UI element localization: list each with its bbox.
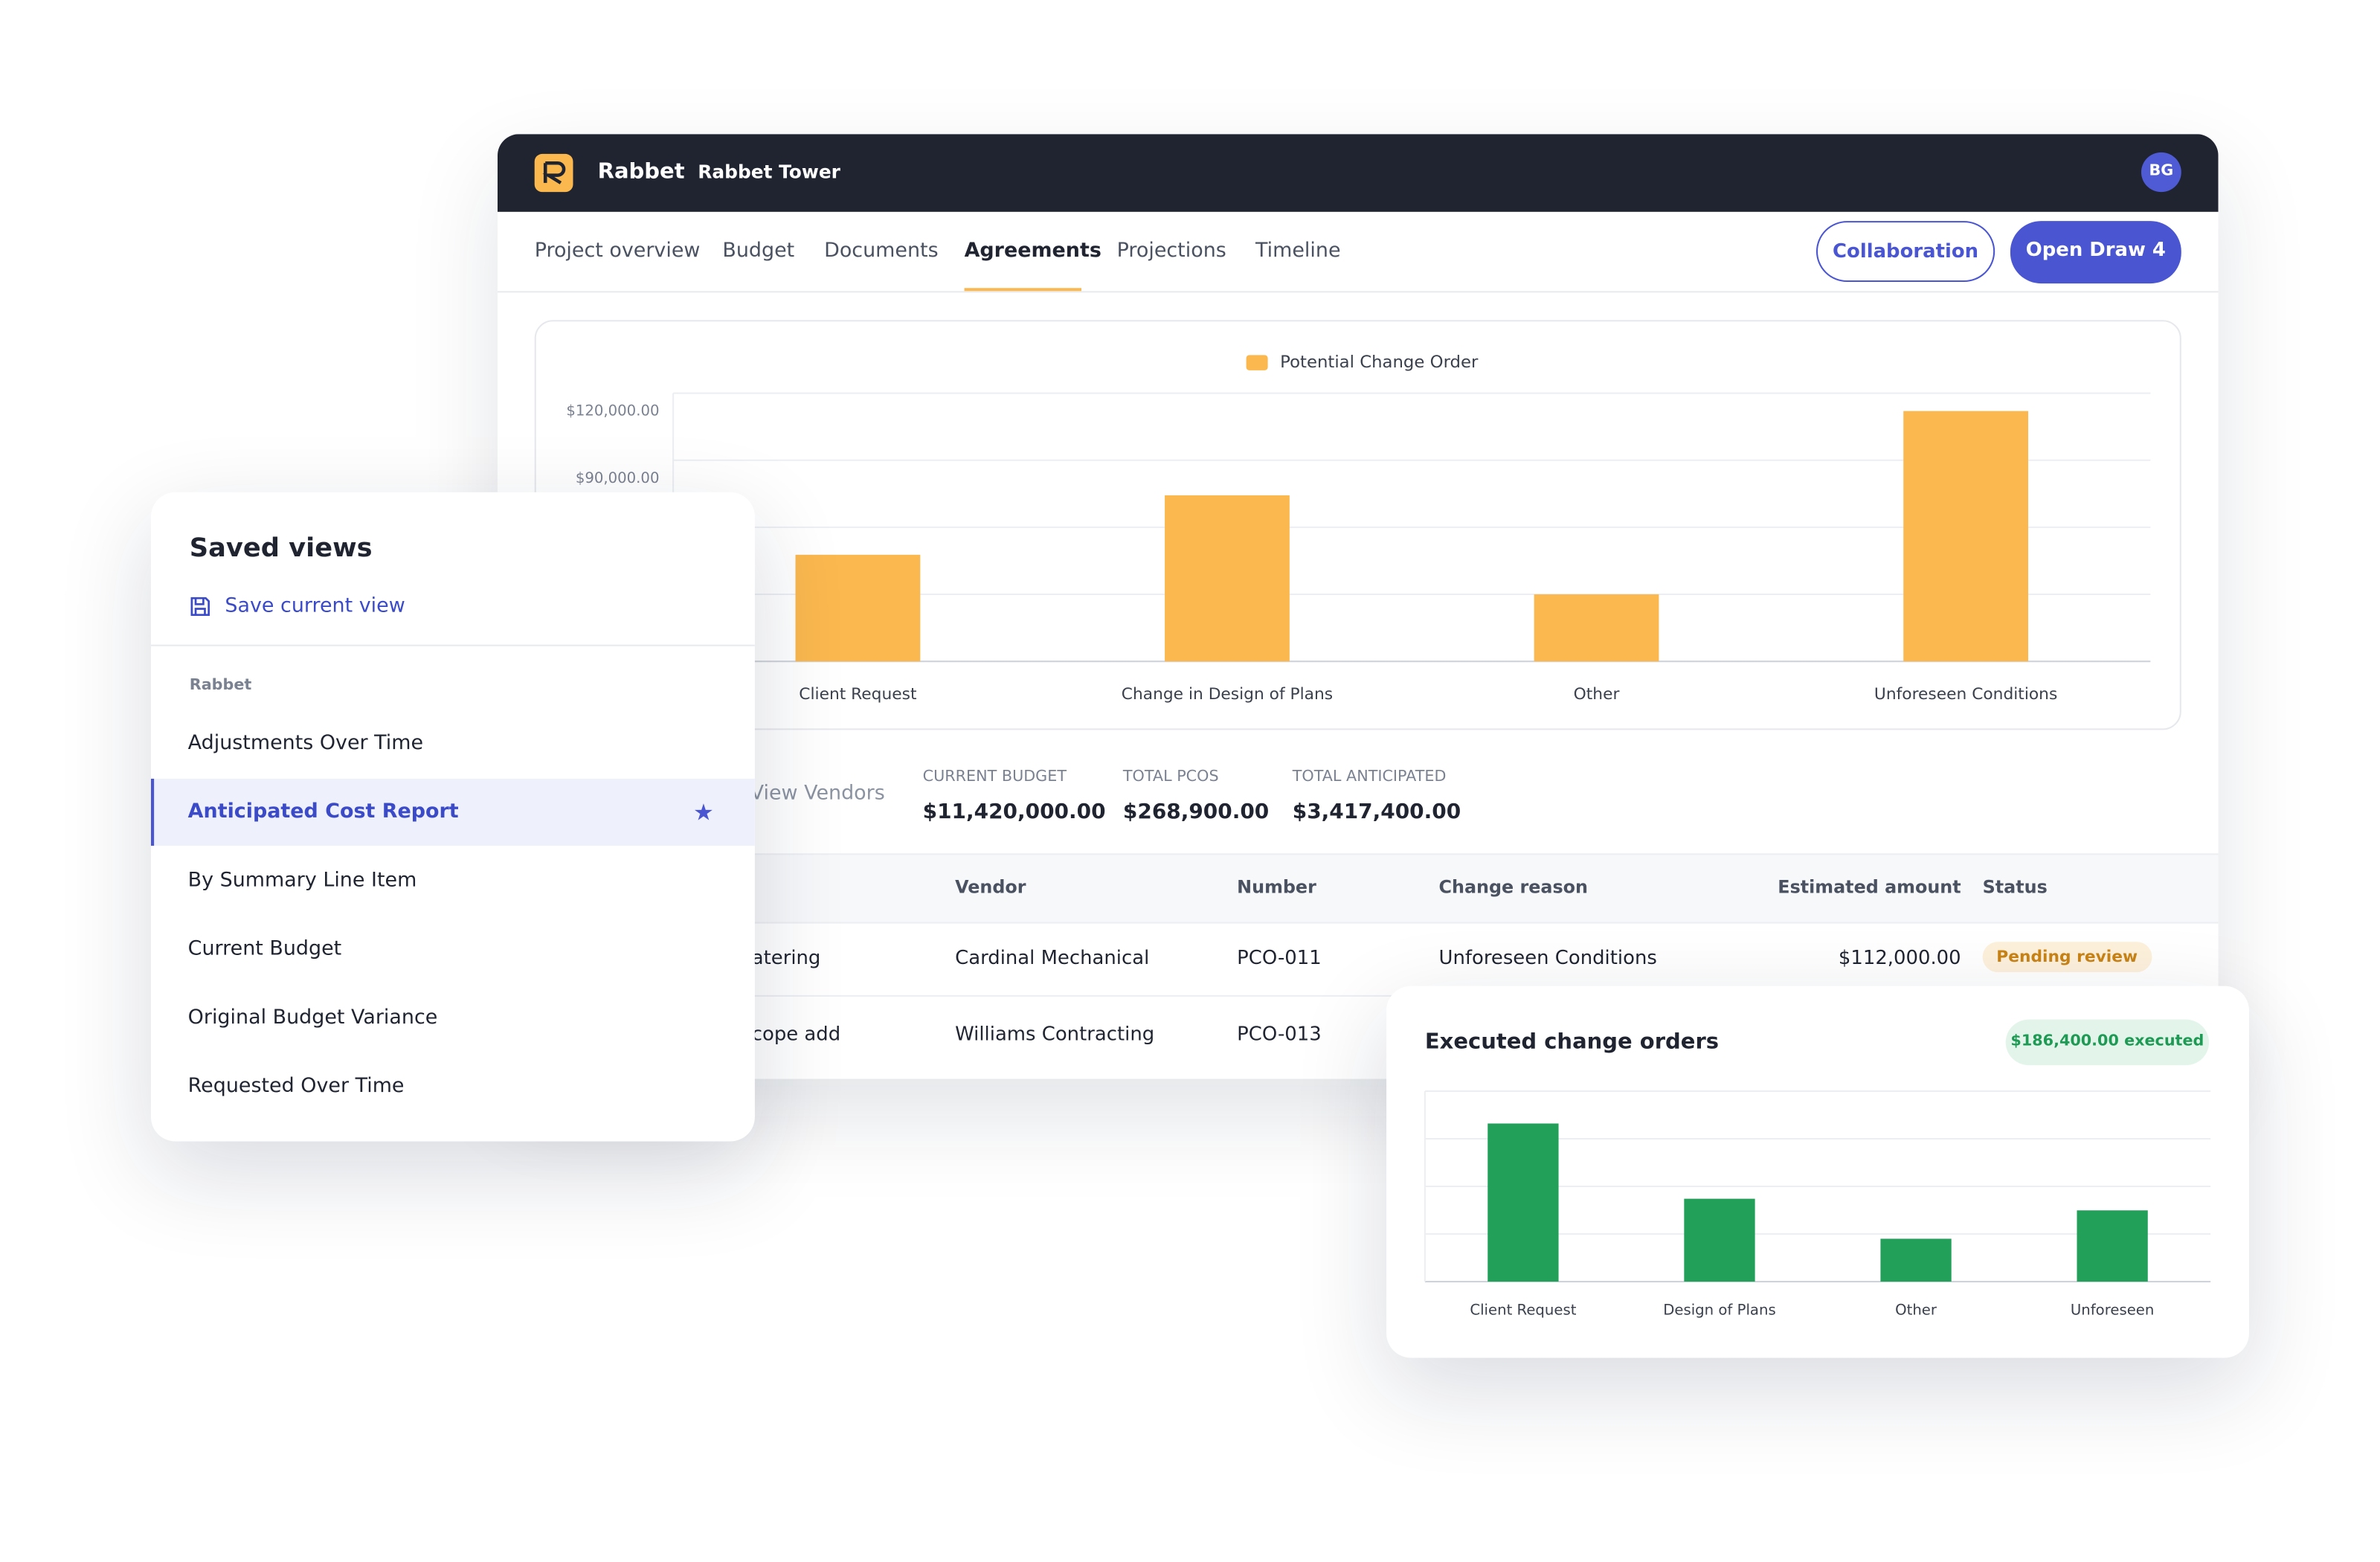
stat-value: $268,900.00 [1122,800,1270,825]
x-tick-label: Client Request [799,685,916,704]
executed-badge: $186,400.00 executed [2005,1019,2210,1066]
stat-label: CURRENT BUDGET [922,768,1067,786]
legend-label: Potential Change Order [1280,353,1479,372]
project-name: Rabbet Tower [698,161,840,183]
saved-view-item[interactable]: Anticipated Cost Report [187,800,459,824]
cell: Unforeseen Conditions [1438,945,1657,969]
nav-tab[interactable]: Agreements [964,240,1101,263]
x-tick-label: Design of Plans [1663,1302,1775,1319]
x-tick-label: Unforeseen [2071,1302,2154,1319]
column-header: Status [1982,876,2048,898]
selected-row [150,778,755,846]
nav-tab[interactable]: Timeline [1255,240,1341,263]
cell: Cardinal Mechanical [955,945,1150,969]
saved-view-item[interactable]: Requested Over Time [187,1075,405,1099]
x-tick-label: Unforeseen Conditions [1874,685,2057,704]
legend-swatch [1246,355,1268,370]
collaboration-button[interactable]: Collaboration [1815,221,1995,283]
cell: PCO-013 [1237,1021,1322,1045]
column-header: Estimated amount [1778,876,1961,898]
bar [2077,1210,2148,1282]
status-pill: Pending review [1982,942,2152,973]
row-divider [497,994,2219,997]
nav-tab[interactable]: Projections [1116,240,1226,263]
open-draw-button[interactable]: Open Draw 4 [2010,221,2181,284]
card-title: Executed change orders [1424,1029,1720,1055]
saved-views-panel: Saved views Save current view Rabbet Adj… [150,492,755,1142]
logo-icon [542,161,566,184]
y-tick-label: $120,000.00 [566,402,659,420]
bar [1488,1123,1559,1282]
table-header [497,853,2219,924]
cell: PCO-011 [1237,945,1322,969]
cell: atering [751,945,821,969]
bar [1903,411,2028,662]
change-order-chart: $0.00$30,000.00$60,000.00$90,000.00$120,… [566,353,2151,704]
cell: Williams Contracting [955,1021,1155,1045]
cell: cope add [751,1021,841,1045]
divider [497,291,2219,293]
column-header: Number [1237,876,1316,898]
stat-label: TOTAL ANTICIPATED [1292,768,1447,786]
logo [534,153,573,193]
stat-value: $3,417,400.00 [1292,800,1461,825]
avatar[interactable]: BG [2141,152,2181,193]
x-tick-label: Other [1574,685,1620,704]
bar [795,554,921,662]
bar [1165,495,1290,662]
saved-view-item[interactable]: Adjustments Over Time [187,732,424,756]
group-label: Rabbet [189,677,252,695]
stat-label: TOTAL PCOS [1122,768,1219,786]
save-icon [190,597,210,617]
bar [1684,1198,1755,1282]
app-window: Rabbet Rabbet Tower BG Project overview B… [497,134,2219,1079]
nav-tab[interactable]: Budget [722,240,795,263]
vendors-link[interactable]: View Vendors [750,782,885,806]
executed-card: Executed change orders $186,400.00 execu… [1386,986,2249,1358]
saved-view-item[interactable]: Current Budget [187,938,342,961]
nav-tab[interactable]: Project overview [534,240,701,263]
column-header: Vendor [955,876,1026,898]
top-bar: Rabbet Rabbet Tower BG [497,134,2219,212]
divider [150,644,755,646]
y-tick-label: $90,000.00 [576,469,660,486]
x-tick-label: Other [1895,1302,1937,1319]
saved-view-item[interactable]: By Summary Line Item [187,869,417,893]
star-icon[interactable]: ★ [693,798,714,826]
bar [1534,594,1659,662]
cell: $112,000.00 [1838,945,1961,969]
active-underline [964,288,1081,292]
column-header: Change reason [1438,876,1588,898]
bar [1880,1238,1952,1282]
panel-title: Saved views [189,533,373,565]
x-tick-label: Client Request [1470,1302,1576,1319]
save-view-action[interactable]: Save current view [225,595,405,618]
executed-chart: Client Request Design of Plans Other Unfore… [1424,1090,2211,1319]
saved-view-item[interactable]: Original Budget Variance [187,1006,438,1029]
x-tick-label: Change in Design of Plans [1122,685,1333,704]
nav-tab[interactable]: Documents [824,240,939,263]
stat-value: $11,420,000.00 [922,800,1106,825]
brand: Rabbet [597,160,685,184]
